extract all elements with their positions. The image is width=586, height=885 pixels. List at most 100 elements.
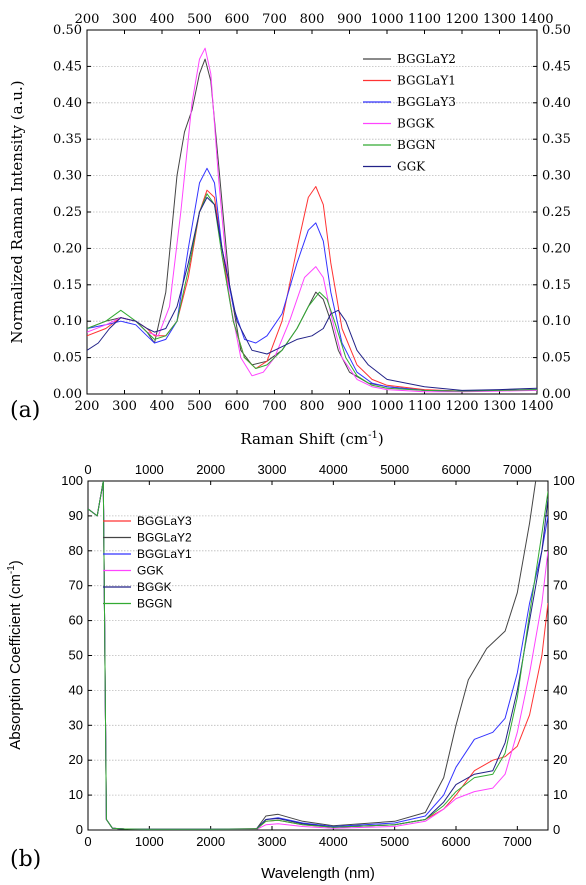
panel-b-xlabel: Wavelength (nm) bbox=[261, 865, 375, 882]
y-tick-label: 30 bbox=[69, 717, 83, 732]
panel-b-series bbox=[88, 481, 548, 830]
y-tick-label-right: 0.10 bbox=[542, 314, 571, 329]
x-tick-label: 700 bbox=[262, 399, 287, 414]
panel-a-ticks: 0.00 0.00 0.05 0.05 0.10 0.10 0.15 0.15 0.20 0.20… bbox=[53, 12, 571, 414]
x-tick-label-top: 1200 bbox=[445, 12, 478, 27]
y-tick-label: 0.20 bbox=[53, 241, 82, 256]
y-tick-label: 90 bbox=[69, 508, 83, 523]
y-tick-label-right: 0.00 bbox=[542, 387, 571, 402]
x-tick-label-top: 900 bbox=[337, 12, 362, 27]
x-tick-label: 500 bbox=[187, 399, 212, 414]
x-tick-label: 3000 bbox=[258, 834, 287, 849]
y-tick-label-right: 0.50 bbox=[542, 23, 571, 38]
legend-label: BGGLaY1 bbox=[137, 547, 192, 561]
y-tick-label: 60 bbox=[69, 613, 83, 628]
series-line-bggn bbox=[88, 481, 548, 830]
y-tick-label-right: 40 bbox=[553, 682, 567, 697]
y-tick-label: 80 bbox=[69, 543, 83, 558]
y-tick-label-right: 10 bbox=[553, 787, 567, 802]
legend-label: BGGLaY2 bbox=[397, 52, 456, 66]
x-tick-label: 5000 bbox=[380, 834, 409, 849]
y-tick-label-right: 90 bbox=[553, 508, 567, 523]
x-tick-label: 7000 bbox=[503, 834, 532, 849]
x-tick-label-top: 2000 bbox=[196, 462, 225, 477]
panel-a-ylabel: Normalized Raman Intensity (a.u.) bbox=[8, 80, 26, 343]
y-tick-label-right: 0.30 bbox=[542, 169, 571, 184]
x-tick-label: 1300 bbox=[483, 399, 516, 414]
x-tick-label-top: 1000 bbox=[370, 12, 403, 27]
legend-label: GGK bbox=[397, 160, 426, 174]
panel-a: 0.00 0.00 0.05 0.05 0.10 0.10 0.15 0.15 0.20 0.20… bbox=[8, 12, 571, 448]
x-tick-label-top: 7000 bbox=[503, 462, 532, 477]
y-tick-label: 0.15 bbox=[53, 278, 82, 293]
x-tick-label: 1000 bbox=[135, 834, 164, 849]
y-tick-label-right: 0.45 bbox=[542, 59, 571, 74]
x-tick-label-top: 3000 bbox=[258, 462, 287, 477]
x-tick-label-top: 0 bbox=[84, 462, 91, 477]
x-tick-label-top: 600 bbox=[225, 12, 250, 27]
x-tick-label: 200 bbox=[75, 399, 100, 414]
x-tick-label-top: 4000 bbox=[319, 462, 348, 477]
x-tick-label-top: 700 bbox=[262, 12, 287, 27]
panel-a-grid bbox=[87, 66, 537, 359]
legend-label: BGGLaY3 bbox=[397, 95, 456, 109]
y-tick-label: 50 bbox=[69, 648, 83, 663]
y-tick-label: 0.25 bbox=[53, 205, 82, 220]
y-tick-label-right: 0.40 bbox=[542, 96, 571, 111]
x-tick-label: 400 bbox=[150, 399, 175, 414]
series-line-bgglay1 bbox=[87, 186, 537, 392]
x-tick-label-top: 5000 bbox=[380, 462, 409, 477]
x-tick-label: 300 bbox=[112, 399, 137, 414]
y-tick-label: 10 bbox=[69, 787, 83, 802]
y-tick-label: 0.35 bbox=[53, 132, 82, 147]
y-tick-label-right: 0.25 bbox=[542, 205, 571, 220]
y-tick-label-right: 20 bbox=[553, 752, 567, 767]
y-tick-label-right: 100 bbox=[553, 473, 575, 488]
series-line-ggk bbox=[87, 196, 537, 391]
x-tick-label: 2000 bbox=[196, 834, 225, 849]
series-line-bgglay2 bbox=[87, 58, 537, 392]
legend-label: GGK bbox=[137, 564, 164, 578]
x-tick-label-top: 6000 bbox=[442, 462, 471, 477]
y-tick-label-right: 50 bbox=[553, 648, 567, 663]
x-tick-label-top: 1100 bbox=[408, 12, 441, 27]
y-tick-label-right: 0.35 bbox=[542, 132, 571, 147]
panel-b-ylabel: Absorption Coefficient (cm-1) bbox=[6, 560, 24, 750]
x-tick-label: 900 bbox=[337, 399, 362, 414]
x-tick-label-top: 300 bbox=[112, 12, 137, 27]
series-line-bgglay3 bbox=[87, 167, 537, 392]
legend-label: BGGN bbox=[397, 138, 436, 152]
legend-label: BGGK bbox=[397, 117, 435, 131]
x-tick-label: 800 bbox=[300, 399, 325, 414]
y-tick-label: 0.00 bbox=[53, 387, 82, 402]
x-tick-label: 600 bbox=[225, 399, 250, 414]
series-line-bggn bbox=[87, 193, 537, 392]
y-tick-label: 40 bbox=[69, 682, 83, 697]
legend-label: BGGK bbox=[137, 580, 172, 594]
panel-a-legend: BGGLaY2 BGGLaY1 BGGLaY3 BGGK BGGN GGK bbox=[363, 52, 456, 174]
panel-b-legend: BGGLaY3 BGGLaY2 BGGLaY1 GGK BGGK BGGN bbox=[103, 514, 192, 611]
y-tick-label-right: 80 bbox=[553, 543, 567, 558]
y-tick-label: 0 bbox=[76, 822, 83, 837]
x-tick-label-top: 400 bbox=[150, 12, 175, 27]
x-tick-label: 1400 bbox=[520, 399, 553, 414]
x-tick-label: 0 bbox=[84, 834, 91, 849]
x-tick-label-top: 500 bbox=[187, 12, 212, 27]
legend-label: BGGLaY2 bbox=[137, 531, 192, 545]
x-tick-label-top: 200 bbox=[75, 12, 100, 27]
y-tick-label-right: 0.05 bbox=[542, 351, 571, 366]
legend-label: BGGLaY1 bbox=[397, 74, 456, 88]
y-tick-label: 0.30 bbox=[53, 169, 82, 184]
y-tick-label: 0.50 bbox=[53, 23, 82, 38]
x-tick-label-top: 800 bbox=[300, 12, 325, 27]
legend-label: BGGLaY3 bbox=[137, 514, 192, 528]
y-tick-label-right: 60 bbox=[553, 613, 567, 628]
y-tick-label-right: 0.20 bbox=[542, 241, 571, 256]
x-tick-label-top: 1000 bbox=[135, 462, 164, 477]
x-tick-label-top: 1400 bbox=[520, 12, 553, 27]
x-tick-label: 6000 bbox=[442, 834, 471, 849]
y-tick-label-right: 0 bbox=[553, 822, 560, 837]
